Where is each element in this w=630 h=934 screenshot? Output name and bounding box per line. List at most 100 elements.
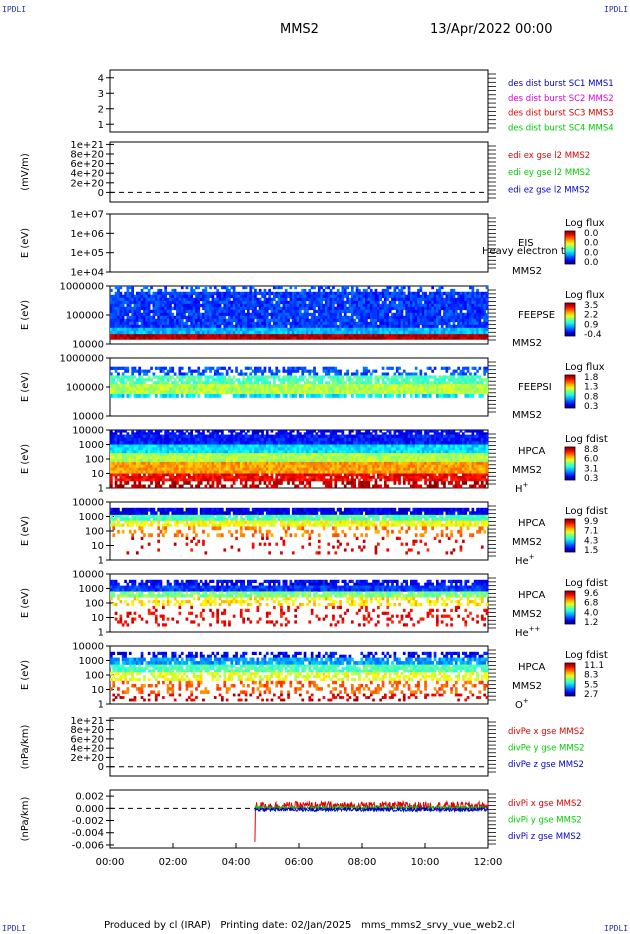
heatmap-cell bbox=[362, 384, 366, 388]
heatmap-cell bbox=[346, 387, 349, 391]
heatmap-cell bbox=[287, 300, 290, 305]
heatmap-cell bbox=[117, 286, 120, 290]
heatmap-cell bbox=[209, 303, 212, 308]
heatmap-cell bbox=[339, 324, 342, 329]
heatmap-cell bbox=[464, 336, 468, 340]
heatmap-cell bbox=[303, 291, 307, 296]
heatmap-cell bbox=[147, 327, 151, 332]
heatmap-cell bbox=[407, 330, 411, 335]
heatmap-cell bbox=[393, 288, 397, 293]
heatmap-cell bbox=[485, 321, 489, 326]
heatmap-cell bbox=[270, 318, 274, 323]
heatmap-cell bbox=[140, 297, 144, 302]
heatmap-cell bbox=[440, 294, 444, 299]
heatmap-cell bbox=[273, 315, 276, 320]
heatmap-cell bbox=[237, 467, 241, 471]
heatmap-cell bbox=[466, 334, 470, 337]
heatmap-cell bbox=[381, 303, 385, 308]
heatmap-cell bbox=[410, 294, 413, 299]
heatmap-cell bbox=[454, 334, 458, 337]
heatmap-cell bbox=[178, 478, 182, 482]
heatmap-cell bbox=[360, 327, 364, 332]
heatmap-cell bbox=[133, 327, 137, 332]
heatmap-cell bbox=[374, 336, 378, 340]
heatmap-cell bbox=[261, 387, 264, 391]
heatmap-cell bbox=[412, 384, 416, 388]
heatmap-cell bbox=[204, 315, 208, 320]
heatmap-cell bbox=[128, 294, 132, 299]
heatmap-cell bbox=[242, 294, 245, 299]
heatmap-cell bbox=[327, 324, 331, 329]
heatmap-cell bbox=[268, 312, 271, 317]
heatmap-cell bbox=[211, 453, 215, 457]
heatmap-cell bbox=[162, 303, 165, 308]
heatmap-cell bbox=[476, 306, 479, 311]
heatmap-cell bbox=[176, 450, 179, 454]
heatmap-cell bbox=[211, 309, 215, 314]
heatmap-cell bbox=[329, 366, 333, 370]
heatmap-cell bbox=[414, 291, 418, 296]
heatmap-cell bbox=[369, 334, 373, 337]
heatmap-cell bbox=[180, 453, 184, 457]
heatmap-cell bbox=[143, 303, 146, 308]
heatmap-cell bbox=[166, 291, 170, 296]
heatmap-cell bbox=[256, 394, 260, 398]
heatmap-cell bbox=[291, 390, 295, 395]
heatmap-cell bbox=[358, 330, 361, 335]
heatmap-cell bbox=[204, 390, 208, 395]
heatmap-cell bbox=[185, 430, 189, 433]
heatmap-cell bbox=[221, 467, 224, 471]
heatmap-cell bbox=[251, 324, 255, 329]
heatmap-cell bbox=[473, 312, 477, 317]
heatmap-cell bbox=[325, 334, 328, 337]
heatmap-cell bbox=[291, 306, 295, 311]
heatmap-cell bbox=[221, 461, 224, 466]
y-axis-label: (mV/m) bbox=[20, 153, 31, 191]
heatmap-cell bbox=[261, 318, 264, 323]
heatmap-cell bbox=[133, 464, 137, 468]
heatmap-cell bbox=[315, 303, 319, 308]
heatmap-cell bbox=[291, 297, 295, 302]
heatmap-cell bbox=[431, 315, 434, 320]
heatmap-cell bbox=[275, 372, 279, 376]
heatmap-cell bbox=[358, 318, 361, 323]
heatmap-cell bbox=[232, 461, 236, 466]
heatmap-cell bbox=[197, 473, 201, 477]
heatmap-cell bbox=[117, 309, 120, 314]
heatmap-cell bbox=[339, 384, 342, 388]
heatmap-cell bbox=[440, 324, 444, 329]
heatmap-cell bbox=[119, 447, 123, 451]
heatmap-cell bbox=[162, 453, 165, 457]
heatmap-cell bbox=[377, 394, 380, 398]
heatmap-cell bbox=[301, 291, 305, 296]
heatmap-cell bbox=[476, 315, 479, 320]
heatmap-cell bbox=[159, 309, 163, 314]
heatmap-cell bbox=[164, 288, 167, 293]
heatmap-cell bbox=[197, 372, 201, 376]
heatmap-cell bbox=[365, 306, 368, 311]
heatmap-cell bbox=[258, 288, 262, 293]
heatmap-cell bbox=[440, 381, 444, 385]
heatmap-cell bbox=[162, 470, 165, 474]
heatmap-cell bbox=[369, 372, 373, 376]
heatmap-cell bbox=[419, 288, 423, 293]
heatmap-cell bbox=[282, 294, 286, 299]
heatmap-cell bbox=[216, 432, 219, 435]
heatmap-cell bbox=[377, 336, 380, 340]
heatmap-cell bbox=[143, 464, 146, 468]
heatmap-cell bbox=[110, 453, 113, 457]
heatmap-cell bbox=[417, 291, 420, 296]
heatmap-cell bbox=[452, 378, 456, 382]
heatmap-cell bbox=[426, 300, 430, 305]
heatmap-cell bbox=[131, 467, 134, 471]
heatmap-cell bbox=[117, 312, 120, 317]
heatmap-cell bbox=[228, 303, 231, 308]
heatmap-cell bbox=[317, 390, 321, 395]
heatmap-cell bbox=[341, 286, 345, 290]
heatmap-cell bbox=[136, 476, 139, 479]
heatmap-cell bbox=[230, 484, 234, 489]
heatmap-cell bbox=[424, 297, 427, 302]
heatmap-cell bbox=[433, 297, 437, 302]
heatmap-cell bbox=[154, 478, 158, 482]
heatmap-cell bbox=[126, 315, 130, 320]
